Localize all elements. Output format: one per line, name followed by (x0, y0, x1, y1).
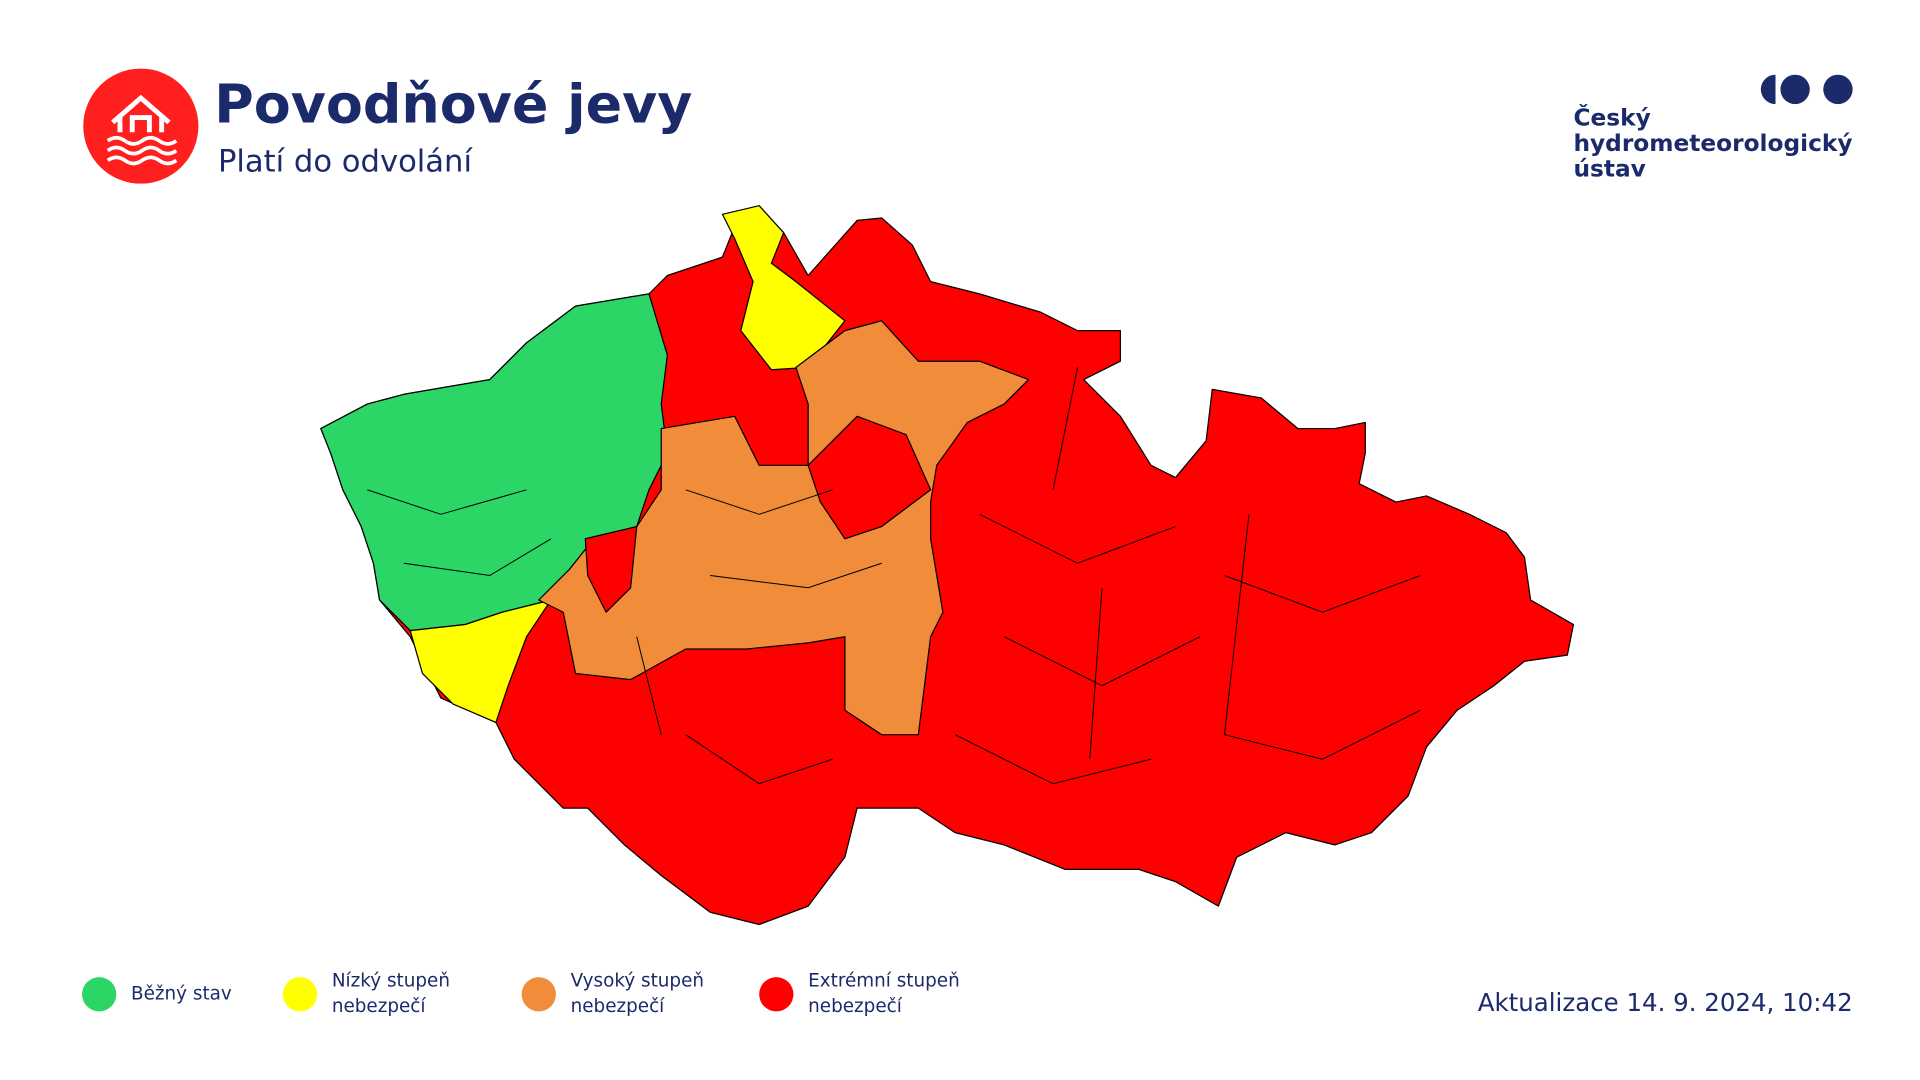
logo-mark (1760, 74, 1853, 105)
title: Povodňové jevy (214, 72, 692, 135)
legend-swatch (82, 977, 117, 1012)
legend-label: nebezpečí (571, 996, 666, 1017)
subtitle: Platí do odvolání (218, 144, 474, 179)
region (807, 415, 932, 540)
logo-text: Český (1573, 103, 1650, 131)
district-borders (367, 367, 1421, 785)
logo-text: ústav (1573, 156, 1645, 183)
legend-swatch (282, 977, 318, 1012)
legend-label: nebezpečí (808, 996, 903, 1017)
flood-icon (83, 68, 199, 184)
legend: Běžný stav Nízký stupeň nebezpečí Vysoký st… (82, 970, 960, 1017)
legend-label: Vysoký stupeň (571, 970, 704, 991)
region (584, 525, 638, 613)
logo-text: hydrometeorologický (1573, 130, 1852, 157)
region (538, 320, 1030, 736)
updated: Aktualizace 14. 9. 2024, 10:42 (1478, 988, 1853, 1017)
region (409, 599, 552, 724)
legend-label: Extrémní stupeň (808, 970, 960, 991)
legend-label: Nízký stupeň (332, 970, 450, 991)
legend-label: nebezpečí (332, 996, 427, 1017)
map (320, 205, 1575, 926)
legend-label: Běžný stav (131, 983, 232, 1004)
legend-swatch (521, 977, 556, 1012)
legend-swatch (759, 977, 794, 1012)
